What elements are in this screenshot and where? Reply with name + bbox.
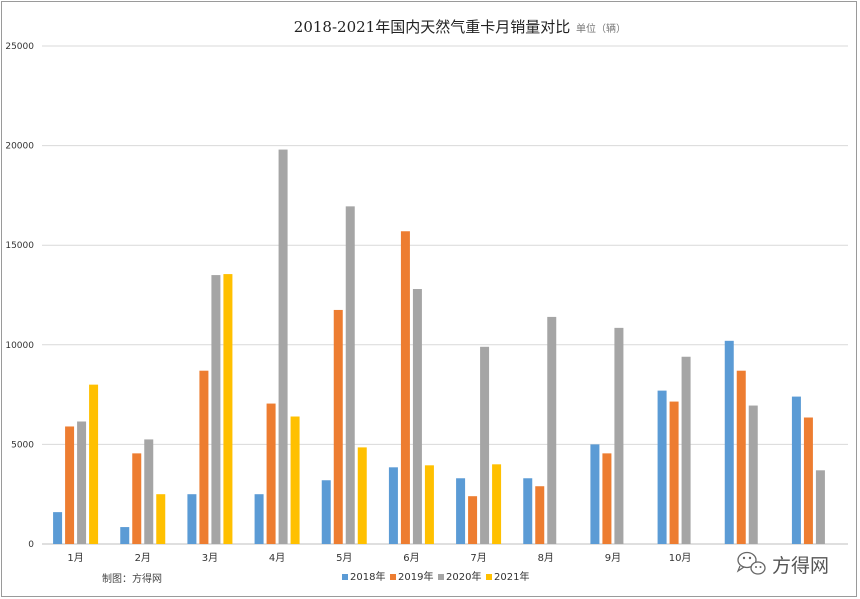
bar [254, 494, 264, 544]
bar [266, 403, 276, 544]
bar [456, 478, 466, 544]
legend: 2018年 2019年 2020年 2021年 [342, 570, 529, 583]
watermark: 方得网 [736, 551, 829, 577]
legend-label: 2020年 [446, 570, 481, 583]
bar [400, 231, 410, 545]
bar [89, 384, 99, 544]
legend-swatch [342, 574, 348, 580]
bar [187, 494, 197, 544]
bar [65, 426, 75, 544]
bar [724, 340, 734, 544]
bar [523, 478, 533, 544]
bar [657, 390, 667, 544]
bar [736, 370, 746, 544]
x-tick-label: 1月 [67, 552, 83, 564]
bar [614, 327, 624, 544]
bar [345, 206, 355, 544]
bar [681, 356, 691, 544]
bar [669, 401, 679, 544]
bar [815, 470, 825, 544]
y-tick-label: 25000 [5, 42, 34, 52]
x-tick-label: 2月 [135, 552, 151, 564]
x-tick-label: 7月 [470, 552, 486, 564]
bar [602, 453, 612, 544]
x-tick-label: 3月 [202, 552, 218, 564]
bar [333, 309, 343, 544]
legend-swatch [438, 574, 444, 580]
bar [199, 370, 209, 544]
credit-text: 制图：方得网 [102, 572, 162, 585]
bar [535, 486, 545, 544]
y-tick-label: 10000 [5, 341, 34, 351]
bar [321, 480, 331, 544]
bars [53, 149, 825, 545]
chart-title: 2018-2021年国内天然气重卡月销量对比 [294, 18, 570, 36]
wechat-icon [736, 551, 766, 575]
bar [590, 444, 600, 544]
x-tick-label: 6月 [403, 552, 419, 564]
x-tick-label: 10月 [669, 552, 692, 564]
bar [468, 496, 478, 544]
bar [77, 421, 87, 544]
bar [53, 512, 63, 544]
unit-note: 单位（辆） [576, 22, 626, 35]
axis-labels: 0 5000 10000 15000 20000 25000 1月 2月 3月 4月 5月 6月 7月 8… [5, 42, 691, 564]
bar [492, 464, 502, 544]
bar [211, 275, 221, 544]
bar [156, 494, 166, 544]
bar [357, 447, 367, 544]
bar [132, 453, 142, 544]
bar [791, 396, 801, 544]
legend-label: 2019年 [398, 570, 433, 583]
bar [803, 417, 813, 544]
y-tick-label: 15000 [5, 241, 34, 251]
legend-label: 2018年 [350, 570, 385, 583]
bar [748, 405, 758, 544]
bar [120, 527, 130, 544]
bar [223, 274, 233, 544]
legend-swatch [486, 574, 492, 580]
gridlines [42, 45, 848, 545]
bar [278, 149, 288, 545]
x-tick-label: 5月 [336, 552, 352, 564]
bar [480, 346, 490, 544]
x-tick-label: 8月 [538, 552, 554, 564]
x-tick-label: 4月 [269, 552, 285, 564]
y-tick-label: 5000 [11, 440, 34, 450]
bar [424, 465, 434, 544]
bar [547, 316, 557, 544]
legend-label: 2021年 [494, 570, 529, 583]
y-tick-label: 0 [28, 540, 34, 550]
bar [290, 416, 300, 544]
x-tick-label: 9月 [605, 552, 621, 564]
y-tick-label: 20000 [5, 142, 34, 152]
bar [144, 439, 154, 544]
bar [412, 289, 422, 544]
bar [388, 467, 398, 544]
watermark-text: 方得网 [772, 555, 829, 577]
legend-swatch [390, 574, 396, 580]
